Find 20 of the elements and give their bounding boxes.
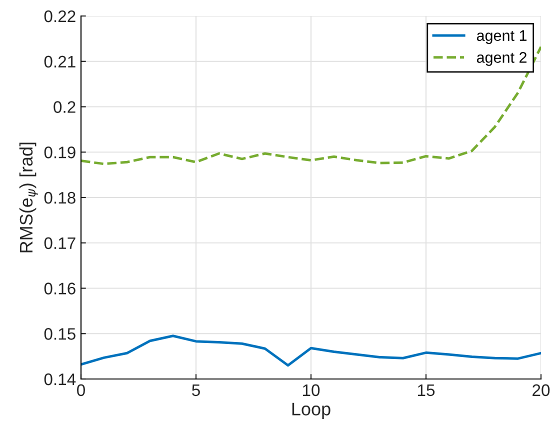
y-axis-title: RMS(e$_{ψ}$) [rad] — [19, 142, 38, 252]
y-tick-label: 0.2 — [54, 101, 76, 113]
y-tick-label: 0.15 — [44, 328, 76, 340]
x-tick-label: 0 — [77, 384, 85, 396]
x-tick-label: 5 — [192, 384, 200, 396]
y-tick-label: 0.14 — [44, 373, 76, 386]
x-tick-label: 15 — [418, 384, 435, 396]
y-tick-label: 0.16 — [44, 282, 76, 294]
line-series — [81, 46, 541, 166]
y-tick-label: 0.19 — [44, 146, 76, 158]
x-tick-label: 10 — [303, 384, 320, 396]
y-tick-label: 0.18 — [44, 192, 76, 204]
y-tick-label: 0.17 — [44, 237, 76, 250]
y-tick-label: 0.21 — [44, 56, 76, 68]
x-tick-label: 20 — [532, 384, 550, 396]
x-axis-title: Loop — [292, 402, 330, 420]
legend-label: agent 2 — [476, 52, 526, 66]
line-series — [81, 334, 541, 367]
y-tick-label: 0.22 — [44, 10, 76, 22]
legend-label: agent 1 — [476, 30, 527, 44]
